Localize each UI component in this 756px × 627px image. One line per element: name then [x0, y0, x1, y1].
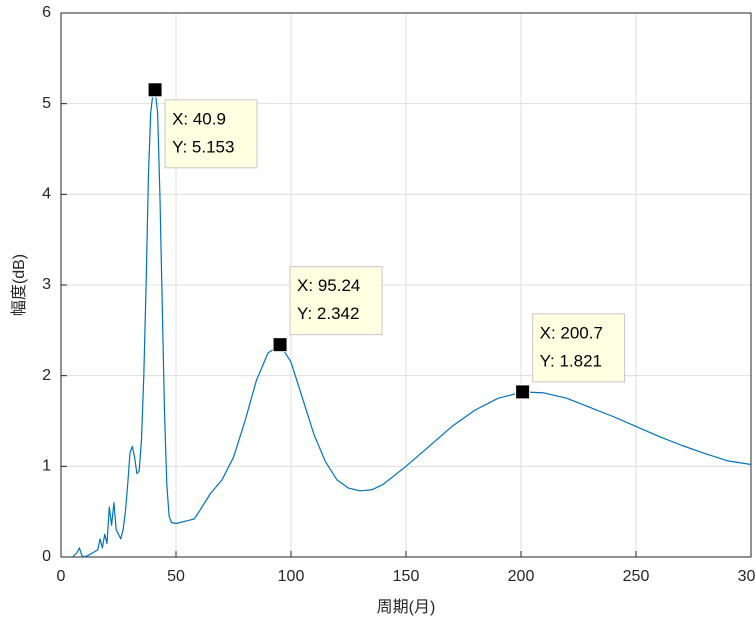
- y-tick-label: 6: [42, 4, 51, 21]
- axes-box: [60, 12, 752, 558]
- data-tip-text: Y: 2.342: [297, 304, 359, 323]
- line: [72, 89, 752, 558]
- data-tip-text: Y: 5.153: [172, 137, 234, 156]
- x-tick-label: 100: [278, 568, 305, 585]
- y-axis-label: 幅度(dB): [10, 254, 28, 316]
- data-tip: X: 200.7 Y: 1.821: [515, 313, 626, 400]
- data-tip: X: 95.24 Y: 2.342: [272, 266, 383, 353]
- x-tick-label: 200: [508, 568, 535, 585]
- data-tip-box: [532, 313, 626, 383]
- data-tip-marker: [147, 82, 163, 98]
- x-tick-label: 150: [393, 568, 420, 585]
- data-tip-text: X: 200.7: [540, 323, 603, 342]
- data-tip-box: [164, 99, 258, 169]
- data-tip-text: X: 95.24: [297, 276, 360, 295]
- y-tick-label: 5: [42, 95, 51, 112]
- x-tick-label: 50: [167, 568, 185, 585]
- x-tick-label: 250: [623, 568, 650, 585]
- y-tick-label: 4: [42, 186, 51, 203]
- data-tip-text: X: 40.9: [172, 109, 226, 128]
- y-tick-label: 3: [42, 276, 51, 293]
- y-tick-label: 2: [42, 367, 51, 384]
- x-tick-label: 300: [738, 568, 756, 585]
- y-tick-label: 0: [42, 548, 51, 565]
- data-tip-marker: [515, 384, 531, 400]
- y-tick-label: 1: [42, 458, 51, 475]
- data-tip-box: [289, 266, 383, 336]
- data-tip-text: Y: 1.821: [540, 351, 602, 370]
- x-axis-label: 周期(月): [377, 598, 436, 616]
- data-tip-marker: [272, 337, 288, 353]
- x-tick-label: 0: [57, 568, 66, 585]
- data-tip: X: 40.9 Y: 5.153: [147, 82, 258, 169]
